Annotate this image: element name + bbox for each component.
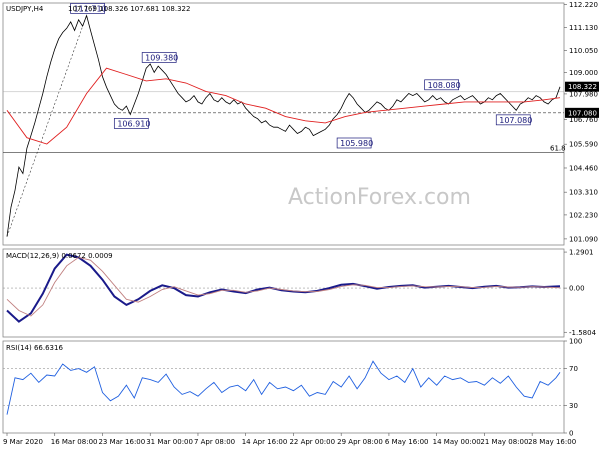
fib-label: 61.8 (550, 144, 566, 152)
watermark: ActionForex.com (288, 185, 471, 210)
price-y-tick-label: 111.130 (569, 24, 598, 32)
rsi-series-rsi (6, 360, 561, 415)
price-annotation-label: 106.910 (117, 119, 150, 128)
price-annotation-label: 111.710 (74, 4, 107, 13)
macd-series (6, 253, 561, 323)
price-y-tick-label: 112.220 (569, 1, 598, 9)
x-tick-label: 22 Apr 00:00 (289, 438, 335, 446)
macd-y-tick-label: 0.00 (569, 285, 585, 293)
price-levels: 61.8 108.322 107.080 (3, 15, 599, 237)
trend-line (6, 15, 87, 237)
price-y-tick-label: 102.230 (569, 211, 598, 219)
x-tick-label: 23 Mar 16:00 (98, 438, 145, 446)
rsi-series (6, 360, 561, 415)
price-y-tick-label: 104.460 (569, 164, 598, 172)
price-y-tick-label: 103.310 (569, 189, 598, 197)
rsi-y-tick-label: 0 (569, 430, 573, 438)
x-tick-label: 14 Apr 16:00 (242, 438, 288, 446)
macd-series-signal (6, 256, 561, 317)
macd-y-tick-label: -1.5804 (569, 329, 597, 337)
price-annotations: 111.710 109.380 106.910 105.980 108.080 107.0… (70, 3, 532, 149)
macd-y-axis: 1.2901 0.00 -1.5804 (3, 249, 597, 337)
price-annotation-box (336, 137, 372, 149)
price-annotation-label: 109.380 (145, 53, 178, 62)
rsi-title: RSI(14) 66.6316 (6, 344, 63, 352)
price-annotation-box (495, 114, 531, 126)
price-annotation-box (70, 3, 105, 14)
price-y-axis: 112.220 111.130 110.050 109.000 107.980 106.7… (564, 1, 598, 243)
price-annotation-box (424, 79, 459, 91)
price-series-moving-average (6, 67, 561, 145)
x-tick-label: 14 May 00:00 (433, 438, 481, 446)
price-header-symbol: USDJPY,H4 (6, 5, 44, 13)
macd-title: MACD(12,26,9) 0.0672 0.0009 (6, 252, 113, 260)
rsi-y-tick-label: 70 (569, 365, 578, 373)
price-y-tick-label: 107.980 (569, 90, 598, 98)
price-y-tick-label: 101.090 (569, 235, 598, 243)
x-tick-label: 28 May 16:00 (528, 438, 576, 446)
x-axis: 9 Mar 2020 16 Mar 08:00 23 Mar 16:00 31 Mar… (3, 433, 576, 446)
price-annotation-box (141, 52, 177, 63)
price-annotation-label: 108.080 (428, 81, 461, 90)
level-price-box (565, 107, 599, 118)
current-price-box (565, 81, 599, 92)
price-series-price (6, 14, 561, 237)
x-tick-label: 31 Mar 00:00 (146, 438, 193, 446)
rsi-y-tick-label: 30 (569, 402, 578, 410)
price-annotation-box (113, 118, 149, 129)
price-y-tick-label: 110.050 (569, 47, 598, 55)
x-tick-label: 16 Mar 08:00 (51, 438, 98, 446)
x-tick-label: 29 Apr 08:00 (337, 438, 383, 446)
price-panel (2, 2, 565, 246)
price-y-tick-label: 106.760 (569, 116, 598, 124)
macd-y-tick-label: 1.2901 (569, 249, 594, 257)
macd-panel (2, 248, 565, 338)
level-price-box-label: 107.080 (568, 109, 597, 117)
x-tick-label: 7 Apr 08:00 (194, 438, 235, 446)
price-annotation-label: 105.980 (340, 139, 373, 148)
x-tick-label: 21 May 08:00 (480, 438, 528, 446)
rsi-y-tick-label: 100 (569, 338, 582, 346)
price-annotation-label: 107.080 (499, 116, 532, 125)
rsi-y-axis: 100 70 30 0 (3, 338, 582, 438)
current-price-box-label: 108.322 (568, 83, 597, 91)
x-tick-label: 6 May 16:00 (385, 438, 429, 446)
price-series (6, 14, 561, 237)
price-header-ohlc: 107.769 108.326 107.681 108.322 (68, 5, 190, 13)
x-tick-label: 9 Mar 2020 (3, 438, 43, 446)
price-y-tick-label: 109.000 (569, 69, 598, 77)
price-y-tick-label: 105.590 (569, 141, 598, 149)
